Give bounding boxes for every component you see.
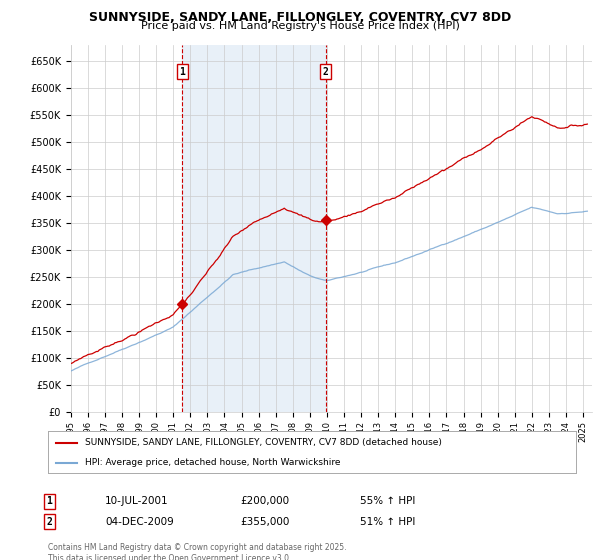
Text: HPI: Average price, detached house, North Warwickshire: HPI: Average price, detached house, Nort… xyxy=(85,458,340,467)
Text: 2: 2 xyxy=(46,517,52,527)
Bar xyxy=(182,45,326,412)
Text: £355,000: £355,000 xyxy=(240,517,289,527)
Text: 55% ↑ HPI: 55% ↑ HPI xyxy=(360,496,415,506)
Text: SUNNYSIDE, SANDY LANE, FILLONGLEY, COVENTRY, CV7 8DD (detached house): SUNNYSIDE, SANDY LANE, FILLONGLEY, COVEN… xyxy=(85,438,442,447)
Text: Contains HM Land Registry data © Crown copyright and database right 2025.
This d: Contains HM Land Registry data © Crown c… xyxy=(48,543,347,560)
Text: 1: 1 xyxy=(46,496,52,506)
Text: 10-JUL-2001: 10-JUL-2001 xyxy=(105,496,169,506)
Text: 2: 2 xyxy=(323,67,329,77)
Text: 1: 1 xyxy=(179,67,185,77)
Text: 51% ↑ HPI: 51% ↑ HPI xyxy=(360,517,415,527)
Text: 04-DEC-2009: 04-DEC-2009 xyxy=(105,517,174,527)
Text: SUNNYSIDE, SANDY LANE, FILLONGLEY, COVENTRY, CV7 8DD: SUNNYSIDE, SANDY LANE, FILLONGLEY, COVEN… xyxy=(89,11,511,24)
Text: Price paid vs. HM Land Registry's House Price Index (HPI): Price paid vs. HM Land Registry's House … xyxy=(140,21,460,31)
Text: £200,000: £200,000 xyxy=(240,496,289,506)
